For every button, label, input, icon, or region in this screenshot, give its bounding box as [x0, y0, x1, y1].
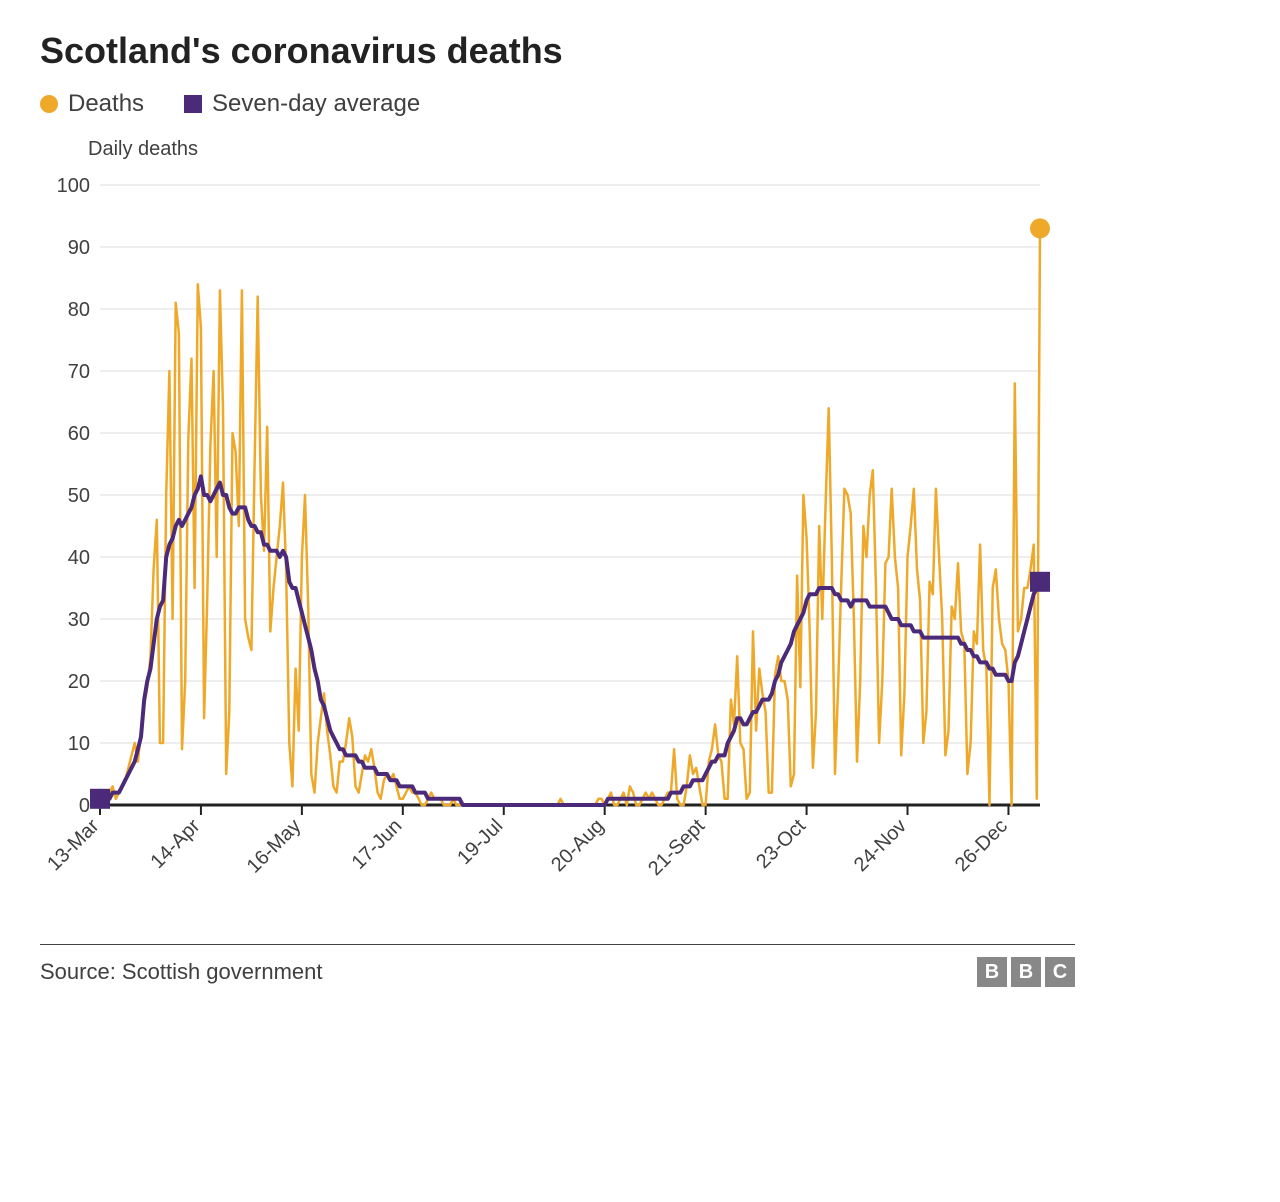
svg-text:20-Aug: 20-Aug [547, 815, 608, 876]
svg-text:60: 60 [68, 423, 90, 445]
legend: Deaths Seven-day average [40, 90, 1075, 118]
svg-text:90: 90 [68, 237, 90, 259]
svg-text:14-Apr: 14-Apr [146, 815, 204, 873]
logo-letter: B [977, 957, 1007, 987]
svg-text:40: 40 [68, 547, 90, 569]
bbc-logo: B B C [977, 957, 1075, 987]
legend-label: Deaths [68, 90, 144, 118]
svg-text:21-Sept: 21-Sept [644, 815, 709, 880]
svg-text:70: 70 [68, 361, 90, 383]
chart-title: Scotland's coronavirus deaths [40, 30, 1075, 72]
svg-text:13-Mar: 13-Mar [43, 815, 104, 876]
logo-letter: C [1045, 957, 1075, 987]
svg-text:100: 100 [57, 175, 90, 197]
svg-text:23-Oct: 23-Oct [752, 815, 810, 873]
y-axis-sublabel: Daily deaths [88, 138, 1075, 161]
svg-text:26-Dec: 26-Dec [951, 815, 1012, 876]
svg-text:17-Jun: 17-Jun [348, 815, 407, 874]
source-label: Source: Scottish government [40, 959, 322, 985]
svg-text:16-May: 16-May [243, 815, 306, 878]
square-marker-icon [184, 95, 202, 113]
svg-text:80: 80 [68, 299, 90, 321]
legend-item-deaths: Deaths [40, 90, 144, 118]
svg-text:50: 50 [68, 485, 90, 507]
legend-label: Seven-day average [212, 90, 420, 118]
chart-svg: 0 10 20 30 40 50 60 70 80 90 100 13-Mar 14-Apr 16-May… [40, 165, 1060, 925]
svg-text:24-Nov: 24-Nov [850, 815, 911, 876]
plot-area: 0 10 20 30 40 50 60 70 80 90 100 13-Mar 14-Apr 16-May… [40, 165, 1075, 930]
svg-text:0: 0 [79, 795, 90, 817]
svg-text:20: 20 [68, 671, 90, 693]
svg-text:30: 30 [68, 609, 90, 631]
logo-letter: B [1011, 957, 1041, 987]
chart-footer: Source: Scottish government B B C [40, 944, 1075, 987]
svg-text:10: 10 [68, 733, 90, 755]
circle-marker-icon [40, 95, 58, 113]
svg-text:19-Jul: 19-Jul [453, 815, 507, 869]
legend-item-avg: Seven-day average [184, 90, 420, 118]
chart-container: Scotland's coronavirus deaths Deaths Sev… [0, 0, 1115, 1017]
